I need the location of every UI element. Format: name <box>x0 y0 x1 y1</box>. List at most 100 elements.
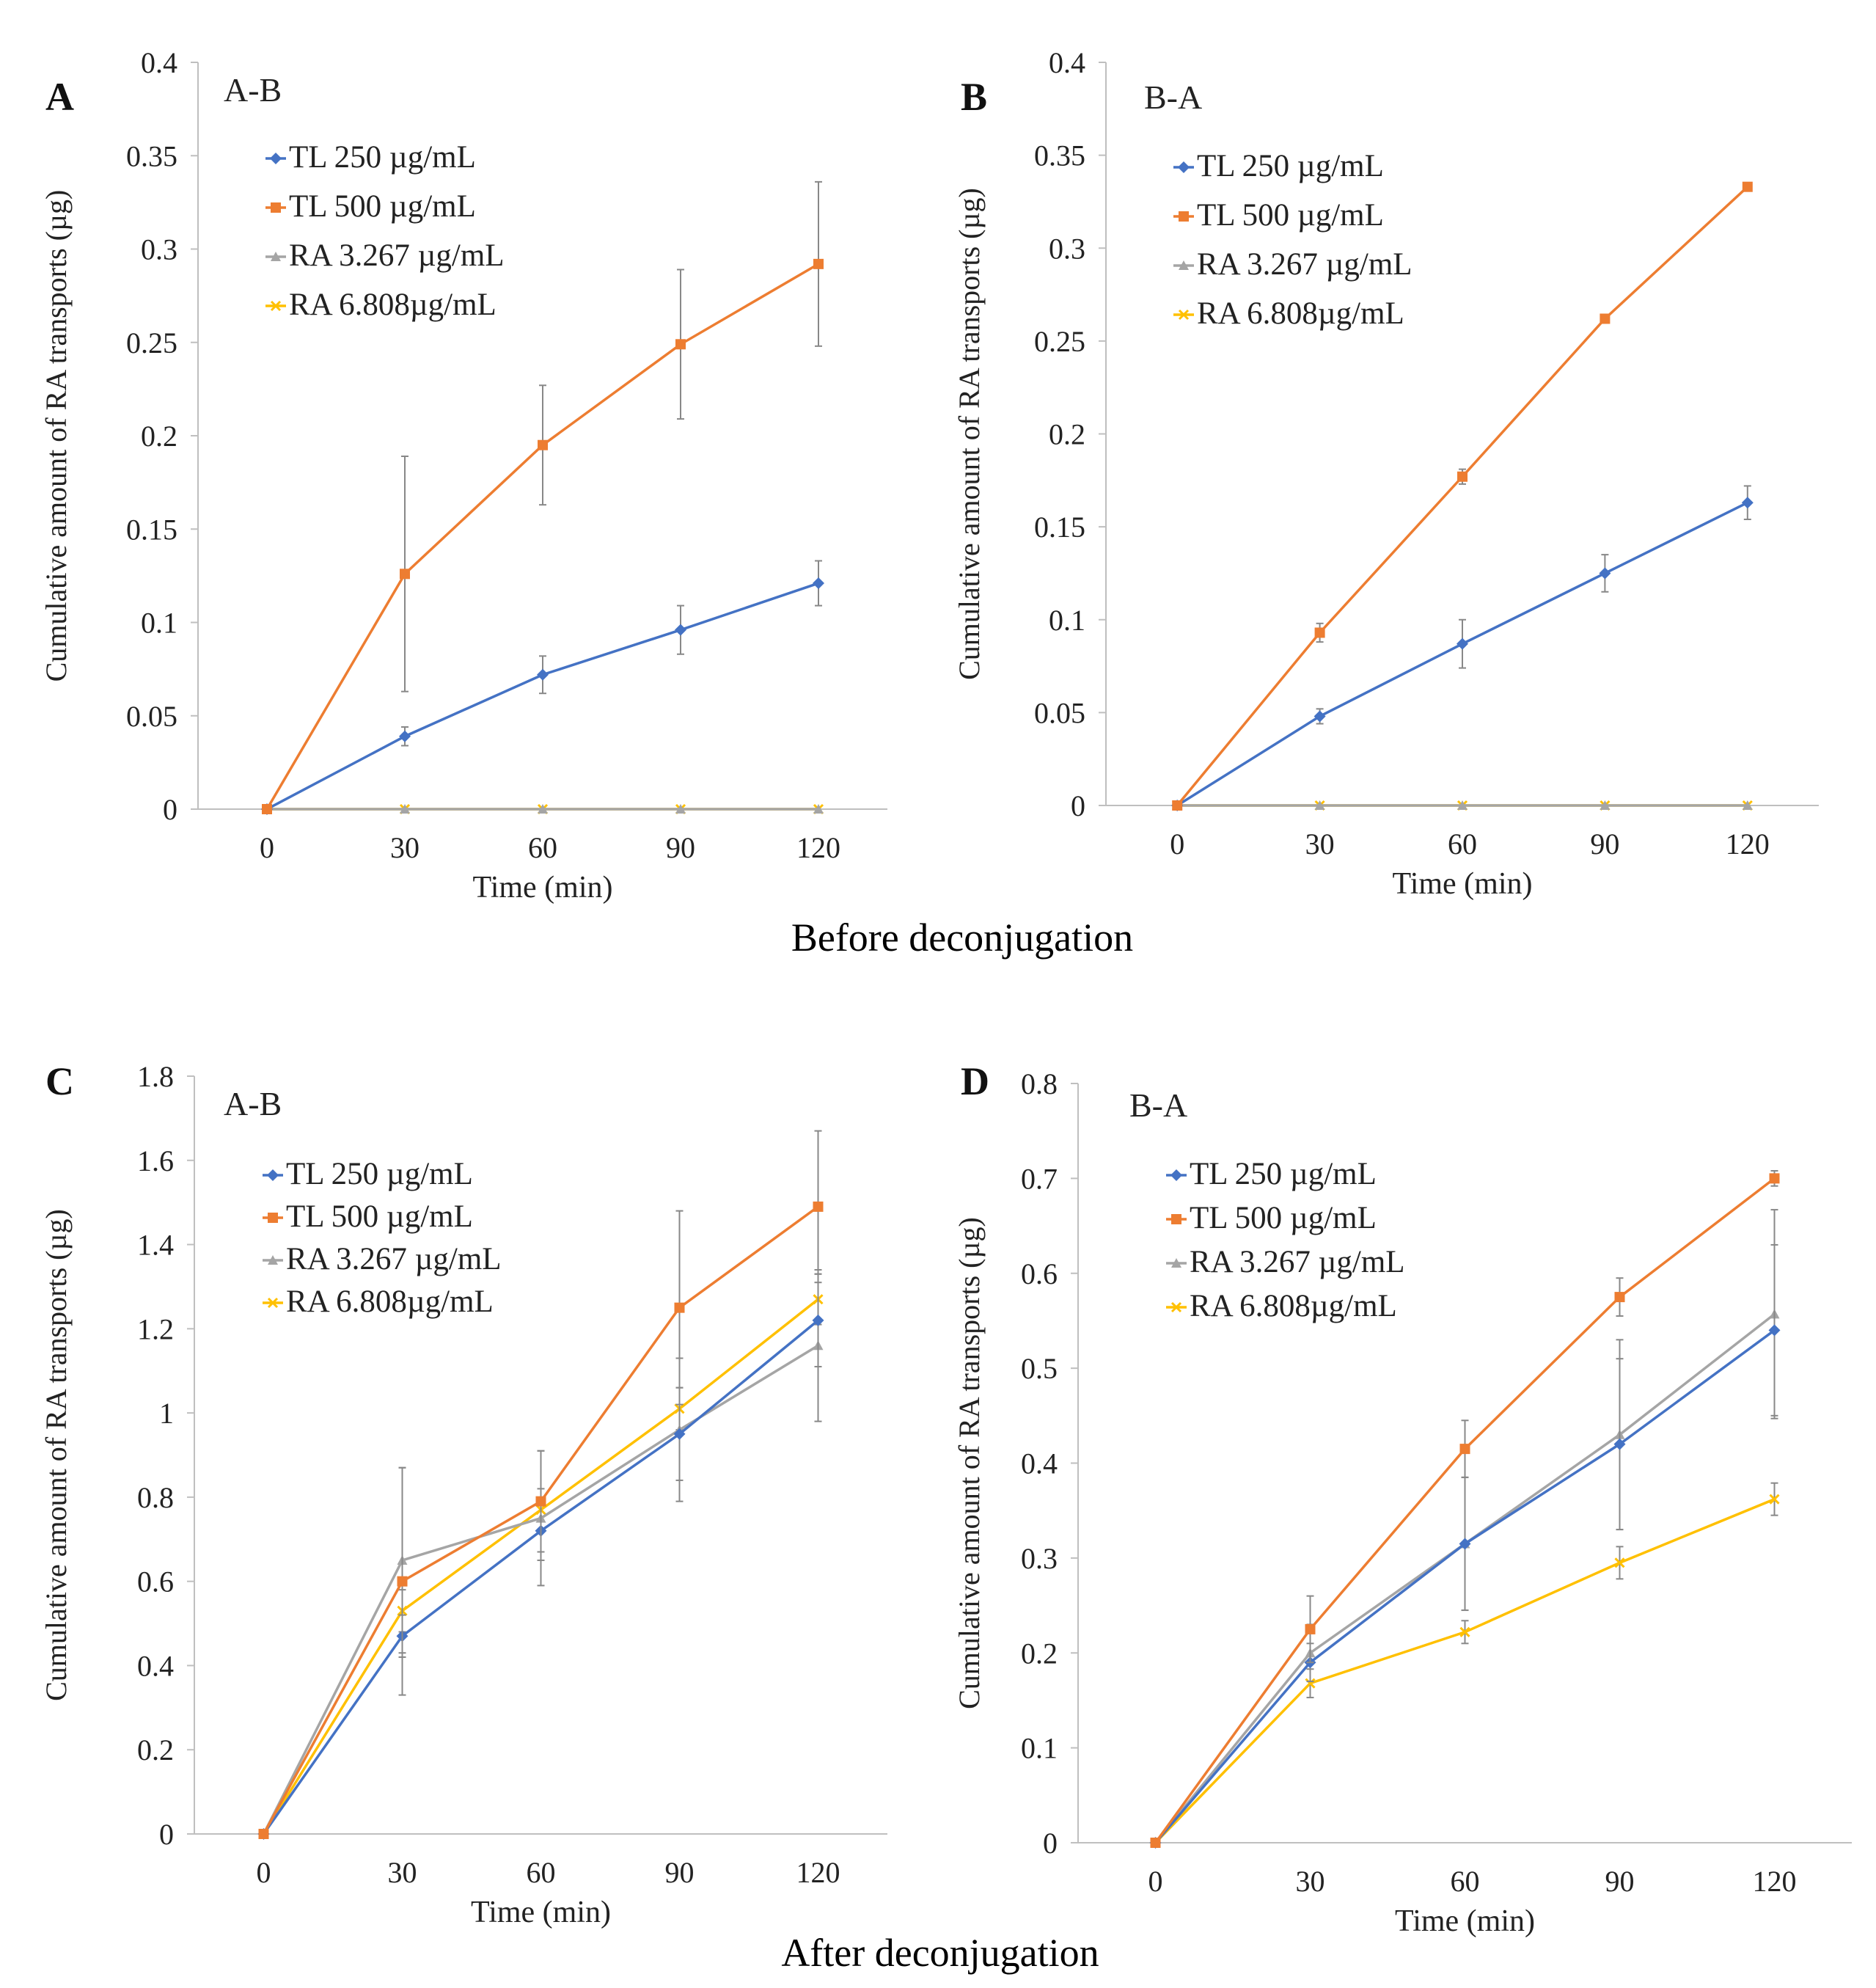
chart-panel-a: 0 0.05 0.1 0.15 0.2 0.25 0.3 0.35 0.4 0 30 60 90 120 T… <box>40 46 887 905</box>
y-tick-label: 0.4 <box>137 1649 174 1682</box>
series-tl-250-g-ml <box>1149 1243 1781 1849</box>
series-ra-3-267-g-ml <box>262 804 824 814</box>
series-tl-500-g-ml <box>1150 1170 1780 1848</box>
y-tick-label: 1 <box>159 1397 174 1430</box>
marker-4 <box>812 1314 824 1326</box>
series-line <box>265 263 819 810</box>
legend-label: RA 3.267 µg/mL <box>289 238 505 273</box>
series-tl-500-g-ml <box>262 180 824 814</box>
y-axis-label: Cumulative amount of RA transports (µg) <box>953 1217 986 1709</box>
marker-0 <box>1150 1838 1161 1848</box>
legend-item: RA 3.267 µg/mL <box>1173 247 1413 282</box>
legend-label: RA 6.808µg/mL <box>286 1284 494 1319</box>
panel-title: A-B <box>224 1085 282 1122</box>
y-axis-label: Cumulative amount of RA transports (µg) <box>953 188 986 680</box>
chart-panel-b: 0 0.05 0.1 0.15 0.2 0.25 0.3 0.35 0.4 0 30 60 90 120 T… <box>953 46 1819 901</box>
marker-0 <box>258 1829 269 1839</box>
marker-legend <box>1170 1301 1182 1313</box>
marker-legend <box>1178 309 1190 321</box>
legend-label: RA 3.267 µg/mL <box>286 1242 502 1276</box>
y-tick-label: 0.2 <box>141 420 177 453</box>
marker-4 <box>813 1201 824 1212</box>
marker-1 <box>397 1576 408 1587</box>
panel-letter: A <box>45 75 74 119</box>
legend-item: RA 6.808µg/mL <box>265 288 497 322</box>
legend-item: RA 3.267 µg/mL <box>263 1242 502 1276</box>
panel-title: B-A <box>1144 78 1202 116</box>
legend-label: TL 250 µg/mL <box>1197 149 1384 183</box>
marker-3 <box>675 624 686 636</box>
marker-3 <box>1614 1292 1625 1303</box>
x-tick-label: 90 <box>1590 827 1619 860</box>
y-tick-label: 0.35 <box>126 139 177 172</box>
legend-label: TL 250 µg/mL <box>289 140 476 175</box>
marker-2 <box>537 668 549 681</box>
legend-label: RA 6.808µg/mL <box>289 288 497 322</box>
legend-label: TL 500 µg/mL <box>1190 1201 1377 1235</box>
x-axis-label: Time (min) <box>473 871 613 905</box>
x-tick-label: 30 <box>388 1856 417 1889</box>
series-ra-6-808-g-ml <box>1150 1482 1780 1849</box>
y-tick-label: 0.25 <box>126 326 177 359</box>
series-tl-250-g-ml <box>261 560 824 815</box>
marker-legend <box>1179 211 1189 222</box>
marker-3 <box>674 1302 685 1313</box>
marker-1 <box>1313 710 1326 723</box>
legend-item: RA 6.808µg/mL <box>1166 1289 1397 1323</box>
series-line <box>262 1344 819 1835</box>
marker-legend <box>271 202 281 213</box>
legend-item: RA 6.808µg/mL <box>263 1284 494 1319</box>
y-tick-label: 1.8 <box>137 1060 174 1093</box>
marker-2 <box>1459 1626 1470 1637</box>
series-ra-3-267-g-ml <box>1172 800 1753 810</box>
y-tick-label: 1.2 <box>137 1312 174 1345</box>
y-tick-label: 0.05 <box>1034 696 1085 729</box>
marker-2 <box>538 439 548 450</box>
legend-item: TL 250 µg/mL <box>263 1157 473 1191</box>
marker-legend <box>1178 161 1190 173</box>
y-tick-label: 0.2 <box>1021 1637 1058 1670</box>
x-tick-label: 0 <box>260 831 274 864</box>
marker-2 <box>1459 1538 1471 1550</box>
legend-label: TL 250 µg/mL <box>1190 1157 1377 1191</box>
y-tick-label: 0.2 <box>137 1733 174 1766</box>
y-tick-label: 0.3 <box>1049 232 1085 265</box>
legend-label: TL 500 µg/mL <box>289 189 476 224</box>
marker-3 <box>673 1428 686 1440</box>
marker-4 <box>1768 1324 1781 1337</box>
y-tick-label: 0 <box>1043 1827 1058 1860</box>
legend: TL 250 µg/mL TL 500 µg/mL RA 3.267 µg/mL RA… <box>1166 1157 1405 1323</box>
y-tick-label: 0.2 <box>1049 418 1085 451</box>
x-tick-label: 120 <box>796 831 840 864</box>
marker-1 <box>400 804 410 814</box>
legend-label: TL 500 µg/mL <box>286 1199 473 1234</box>
x-tick-label: 120 <box>796 1856 840 1889</box>
x-tick-label: 90 <box>1605 1865 1635 1898</box>
marker-3 <box>1599 567 1611 580</box>
series-tl-500-g-ml <box>1172 181 1753 811</box>
marker-3 <box>1614 1557 1625 1568</box>
y-tick-label: 0.15 <box>1034 511 1085 544</box>
legend-item: TL 500 µg/mL <box>1166 1201 1377 1235</box>
marker-0 <box>1172 800 1183 811</box>
section-label-after: After deconjugation <box>781 1931 1099 1975</box>
marker-legend <box>268 1213 278 1223</box>
marker-2 <box>535 1496 546 1507</box>
y-tick-label: 1.4 <box>137 1229 174 1262</box>
marker-4 <box>1742 800 1753 810</box>
legend-label: TL 250 µg/mL <box>286 1157 473 1191</box>
y-tick-label: 0 <box>163 793 177 826</box>
y-tick-label: 0.6 <box>137 1565 174 1598</box>
marker-3 <box>675 804 686 814</box>
y-tick-label: 0 <box>1071 789 1085 822</box>
y-tick-label: 0.35 <box>1034 139 1085 172</box>
y-tick-label: 0.1 <box>1021 1732 1058 1765</box>
x-tick-label: 0 <box>257 1856 271 1889</box>
legend-label: RA 3.267 µg/mL <box>1197 247 1413 282</box>
section-label-before: Before deconjugation <box>791 916 1133 960</box>
legend-item: TL 250 µg/mL <box>265 140 476 175</box>
marker-1 <box>400 569 410 580</box>
legend-item: TL 500 µg/mL <box>1173 198 1384 233</box>
legend-label: RA 6.808µg/mL <box>1197 296 1404 331</box>
y-tick-label: 0.4 <box>1021 1447 1058 1480</box>
